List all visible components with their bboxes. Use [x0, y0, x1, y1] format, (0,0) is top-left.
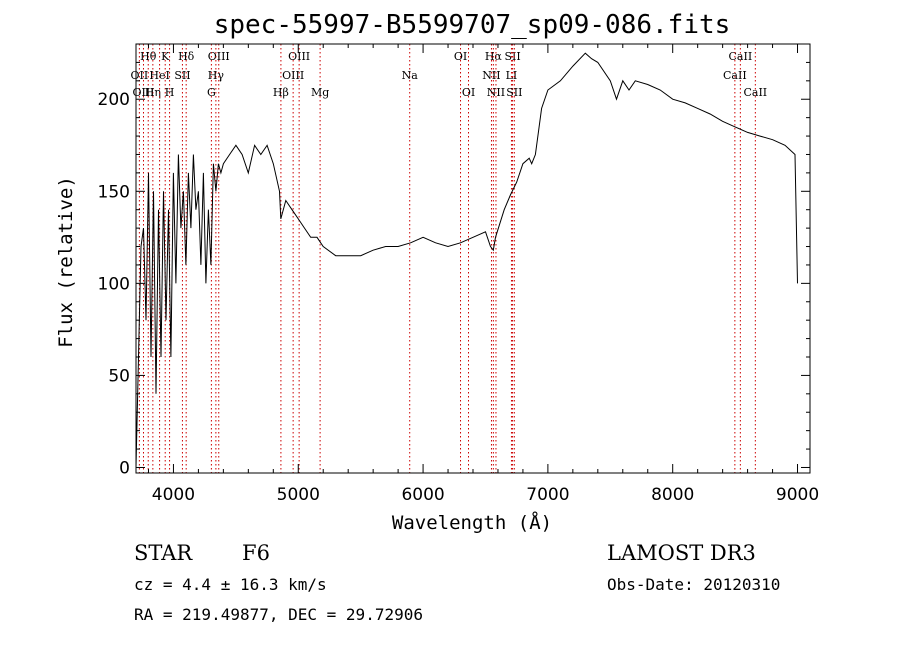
line-marker-label-26: CaII: [723, 69, 747, 82]
line-marker-label-21: NII: [487, 86, 505, 99]
x-tick-label-0: 4000: [152, 485, 195, 505]
line-marker-label-2: OIII: [132, 86, 154, 99]
line-marker-label-8: Hδ: [178, 50, 195, 63]
line-marker-label-9: OIII: [208, 50, 230, 63]
survey-name: LAMOST DR3: [607, 541, 756, 565]
line-marker-label-17: OI: [454, 50, 467, 63]
line-marker-label-10: Hγ: [208, 69, 225, 82]
x-tick-label-3: 7000: [526, 485, 569, 505]
line-marker-label-22: SII: [504, 50, 520, 63]
line-marker-label-4: HeI: [149, 69, 169, 82]
line-marker-label-11: G: [207, 86, 216, 99]
x-axis-label: Wavelength (Å): [392, 511, 552, 534]
y-tick-label-3: 150: [98, 182, 130, 202]
line-marker-label-24: SII: [506, 86, 522, 99]
line-marker-label-16: Na: [402, 69, 419, 82]
chart-title: spec-55997-B5599707_sp09-086.fits: [214, 10, 731, 40]
obs-date: Obs-Date: 20120310: [607, 575, 780, 594]
object-subclass: F6: [242, 541, 270, 565]
line-marker-label-14: OIII: [282, 69, 304, 82]
line-marker-label-1: OII: [131, 69, 149, 82]
y-axis: 0 50 100 150 200: [98, 61, 810, 478]
spectrum-line-0: [135, 52, 798, 468]
x-tick-label-2: 6000: [401, 485, 444, 505]
line-marker-label-20: NII: [482, 69, 500, 82]
x-axis: 4000 5000 6000 7000 8000 9000: [147, 44, 819, 505]
line-marker-label-18: OI: [462, 86, 475, 99]
line-marker-label-19: Hα: [485, 50, 503, 63]
series-layer: [135, 52, 798, 468]
line-marker-label-15: Mg: [311, 86, 329, 99]
line-marker-label-27: CaII: [743, 86, 767, 99]
y-axis-label: Flux (relative): [55, 176, 77, 348]
line-marker-label-3: Hη: [145, 86, 161, 99]
line-marker-label-0: Hθ: [140, 50, 157, 63]
y-tick-label-1: 50: [108, 366, 130, 386]
y-tick-label-0: 0: [119, 458, 130, 478]
plot-frame: [135, 43, 811, 474]
line-marker-label-23: LI: [506, 69, 518, 82]
line-marker-label-25: CaII: [729, 50, 753, 63]
coordinates: RA = 219.49877, DEC = 29.72906: [134, 605, 423, 624]
x-tick-label-5: 9000: [776, 485, 819, 505]
x-tick-label-1: 5000: [277, 485, 320, 505]
line-marker-label-12: Hβ: [273, 86, 289, 99]
line-marker-label-13: OIII: [288, 50, 310, 63]
redshift-cz: cz = 4.4 ± 16.3 km/s: [134, 575, 327, 594]
x-tick-label-4: 8000: [651, 485, 694, 505]
y-tick-label-2: 100: [98, 274, 130, 294]
line-marker-label-7: SII: [174, 69, 190, 82]
line-marker-label-6: H: [165, 86, 175, 99]
object-class: STAR: [134, 541, 193, 565]
line-marker-label-5: K: [161, 50, 170, 63]
y-tick-label-4: 200: [98, 90, 130, 110]
